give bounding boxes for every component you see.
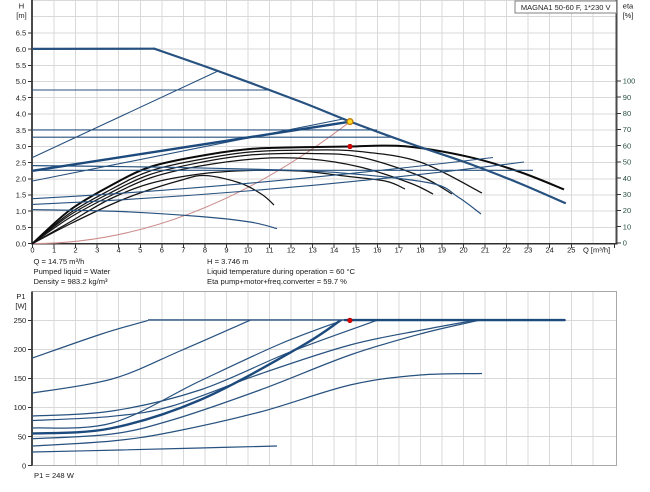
svg-text:10: 10 [244,246,252,255]
svg-text:15: 15 [352,246,360,255]
svg-text:16: 16 [373,246,381,255]
svg-text:Q [m³/h]: Q [m³/h] [583,246,610,255]
svg-text:1.5: 1.5 [16,191,26,200]
svg-text:17: 17 [395,246,403,255]
svg-text:70: 70 [623,125,631,134]
svg-text:0: 0 [30,246,34,255]
svg-text:Liquid temperature during oper: Liquid temperature during operation = 60… [207,267,356,276]
svg-text:7: 7 [181,246,185,255]
svg-text:200: 200 [14,345,27,354]
svg-text:4.0: 4.0 [16,110,26,119]
svg-text:100: 100 [14,403,27,412]
svg-text:Q = 14.75 m³/h: Q = 14.75 m³/h [34,257,85,266]
svg-text:40: 40 [623,174,631,183]
svg-text:10: 10 [623,222,631,231]
svg-text:1.0: 1.0 [16,207,26,216]
svg-text:13: 13 [308,246,316,255]
svg-text:3.5: 3.5 [16,126,26,135]
svg-text:0: 0 [22,461,26,470]
svg-text:2.5: 2.5 [16,158,26,167]
svg-text:11: 11 [266,246,274,255]
svg-text:30: 30 [623,190,631,199]
svg-text:21: 21 [481,246,489,255]
svg-text:150: 150 [14,374,27,383]
svg-text:0.0: 0.0 [16,239,26,248]
svg-text:8: 8 [203,246,207,255]
svg-text:H: H [19,2,24,11]
svg-text:5: 5 [138,246,142,255]
svg-text:14: 14 [330,246,338,255]
svg-text:P1 = 248 W: P1 = 248 W [34,471,75,480]
svg-text:6: 6 [160,246,164,255]
svg-text:1: 1 [52,246,56,255]
svg-text:19: 19 [438,246,446,255]
svg-text:4: 4 [117,246,121,255]
svg-text:24: 24 [546,246,554,255]
svg-text:P1: P1 [16,292,25,301]
svg-text:50: 50 [623,158,631,167]
svg-text:5.0: 5.0 [16,77,26,86]
svg-text:2: 2 [74,246,78,255]
svg-text:23: 23 [524,246,532,255]
svg-text:50: 50 [18,432,26,441]
svg-text:12: 12 [287,246,295,255]
svg-text:Pumped liquid = Water: Pumped liquid = Water [34,267,111,276]
svg-text:90: 90 [623,93,631,102]
svg-text:250: 250 [14,316,27,325]
svg-text:0.5: 0.5 [16,223,26,232]
svg-text:5.5: 5.5 [16,61,26,70]
svg-text:Eta pump+motor+freq.converter: Eta pump+motor+freq.converter = 59.7 % [207,277,347,286]
svg-text:[W]: [W] [15,301,26,310]
svg-text:2.0: 2.0 [16,174,26,183]
svg-text:0: 0 [623,239,627,248]
svg-text:[m]: [m] [16,11,26,20]
svg-text:20: 20 [623,206,631,215]
svg-text:18: 18 [416,246,424,255]
svg-text:H = 3.746 m: H = 3.746 m [207,257,249,266]
svg-text:25: 25 [567,246,575,255]
svg-text:20: 20 [459,246,467,255]
svg-text:100: 100 [623,77,636,86]
svg-text:3.0: 3.0 [16,142,26,151]
svg-text:6.5: 6.5 [16,29,26,38]
svg-text:Density = 983.2 kg/m³: Density = 983.2 kg/m³ [34,277,109,286]
svg-text:22: 22 [502,246,510,255]
svg-text:9: 9 [224,246,228,255]
svg-text:3: 3 [95,246,99,255]
svg-text:4.5: 4.5 [16,93,26,102]
svg-text:eta: eta [623,2,634,11]
svg-text:[%]: [%] [623,11,634,20]
svg-text:80: 80 [623,109,631,118]
svg-text:MAGNA1 50-60 F, 1*230 V: MAGNA1 50-60 F, 1*230 V [521,3,611,12]
svg-text:60: 60 [623,141,631,150]
svg-text:6.0: 6.0 [16,45,26,54]
